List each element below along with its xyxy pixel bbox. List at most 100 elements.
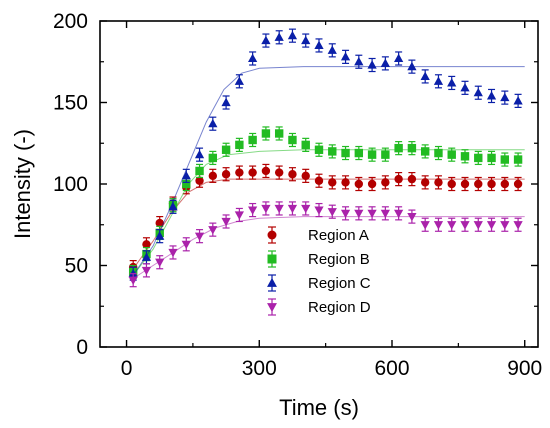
plot-area bbox=[99, 20, 539, 348]
data-point bbox=[248, 53, 258, 63]
data-point bbox=[208, 118, 218, 128]
data-point bbox=[234, 76, 244, 85]
data-point bbox=[473, 87, 483, 97]
data-point bbox=[314, 40, 324, 50]
legend-marker bbox=[267, 254, 277, 264]
data-point bbox=[367, 60, 377, 69]
data-point bbox=[141, 252, 152, 261]
data-point bbox=[354, 209, 364, 219]
legend: Region A Region B Region C Region D bbox=[267, 226, 371, 316]
data-point bbox=[354, 56, 364, 66]
data-point bbox=[513, 179, 523, 189]
data-point bbox=[288, 170, 297, 179]
data-point bbox=[460, 221, 470, 230]
legend-marker bbox=[267, 303, 277, 313]
data-point bbox=[301, 35, 311, 45]
data-point bbox=[221, 217, 231, 227]
data-point bbox=[500, 92, 510, 102]
data-point bbox=[274, 168, 284, 177]
data-point bbox=[301, 204, 311, 214]
data-point bbox=[155, 258, 165, 268]
data-point bbox=[327, 45, 337, 54]
data-point bbox=[328, 147, 337, 156]
data-point bbox=[354, 179, 364, 189]
data-point bbox=[420, 221, 430, 230]
data-point bbox=[486, 221, 497, 230]
data-point bbox=[142, 240, 151, 249]
data-point bbox=[248, 135, 257, 145]
legend-label: Region D bbox=[308, 299, 371, 316]
data-point bbox=[394, 143, 403, 153]
data-point bbox=[447, 78, 457, 87]
data-point bbox=[155, 231, 165, 240]
data-point bbox=[168, 201, 178, 211]
x-tick-label: 0 bbox=[121, 357, 133, 380]
data-point bbox=[181, 240, 191, 250]
x-axis: 0 300 600 900 bbox=[121, 21, 542, 380]
data-point bbox=[261, 129, 271, 138]
data-point bbox=[433, 221, 444, 230]
data-point bbox=[195, 166, 204, 176]
y-tick-label: 50 bbox=[65, 255, 88, 278]
data-point bbox=[341, 148, 350, 158]
data-point bbox=[155, 218, 164, 228]
data-point bbox=[380, 58, 390, 67]
x-tick-label: 300 bbox=[242, 357, 277, 380]
data-point bbox=[274, 129, 284, 138]
data-point bbox=[500, 155, 510, 164]
data-point bbox=[487, 179, 496, 189]
data-point bbox=[221, 97, 231, 107]
data-point bbox=[407, 143, 417, 153]
data-point bbox=[407, 213, 417, 222]
data-point bbox=[194, 149, 205, 159]
x-axis-title: Time (s) bbox=[279, 395, 359, 420]
data-point bbox=[221, 170, 231, 179]
data-point bbox=[327, 208, 337, 217]
data-point bbox=[394, 53, 404, 63]
legend-marker bbox=[267, 230, 277, 240]
data-point bbox=[460, 152, 470, 161]
legend-entry-4: Region D bbox=[267, 298, 371, 316]
data-point bbox=[513, 155, 523, 164]
data-point bbox=[248, 168, 257, 177]
data-point bbox=[288, 135, 297, 145]
legend-label: Region A bbox=[308, 227, 369, 244]
data-point bbox=[208, 171, 218, 181]
data-point bbox=[354, 148, 364, 158]
legend-entry-2: Region B bbox=[267, 250, 370, 268]
data-point bbox=[128, 268, 138, 278]
y-axis-title: Intensity (-) bbox=[10, 129, 35, 239]
data-point bbox=[394, 209, 404, 219]
legend-label: Region B bbox=[308, 251, 370, 268]
x-tick-label: 900 bbox=[507, 357, 542, 380]
data-point bbox=[235, 168, 244, 177]
fit-line bbox=[132, 66, 525, 276]
data-point bbox=[274, 32, 284, 41]
data-point bbox=[447, 179, 456, 189]
legend-label: Region C bbox=[308, 275, 371, 292]
data-point bbox=[141, 266, 152, 276]
data-point bbox=[367, 179, 377, 189]
data-point bbox=[420, 147, 430, 156]
series-3 bbox=[128, 28, 525, 281]
data-point bbox=[447, 150, 456, 159]
data-point bbox=[208, 153, 218, 163]
data-point bbox=[182, 179, 191, 189]
data-point bbox=[181, 171, 191, 180]
data-point bbox=[407, 174, 417, 184]
data-point bbox=[486, 91, 497, 100]
data-point bbox=[407, 61, 417, 71]
data-point bbox=[460, 179, 470, 189]
series-2 bbox=[128, 126, 525, 280]
data-point bbox=[381, 178, 390, 187]
y-tick-label: 0 bbox=[76, 336, 88, 359]
data-point bbox=[261, 166, 271, 176]
data-point bbox=[221, 145, 231, 154]
data-point bbox=[301, 140, 310, 150]
data-point bbox=[381, 150, 390, 159]
data-point bbox=[128, 276, 138, 285]
data-point bbox=[434, 178, 443, 187]
data-point bbox=[460, 83, 470, 92]
series-4 bbox=[128, 201, 525, 288]
